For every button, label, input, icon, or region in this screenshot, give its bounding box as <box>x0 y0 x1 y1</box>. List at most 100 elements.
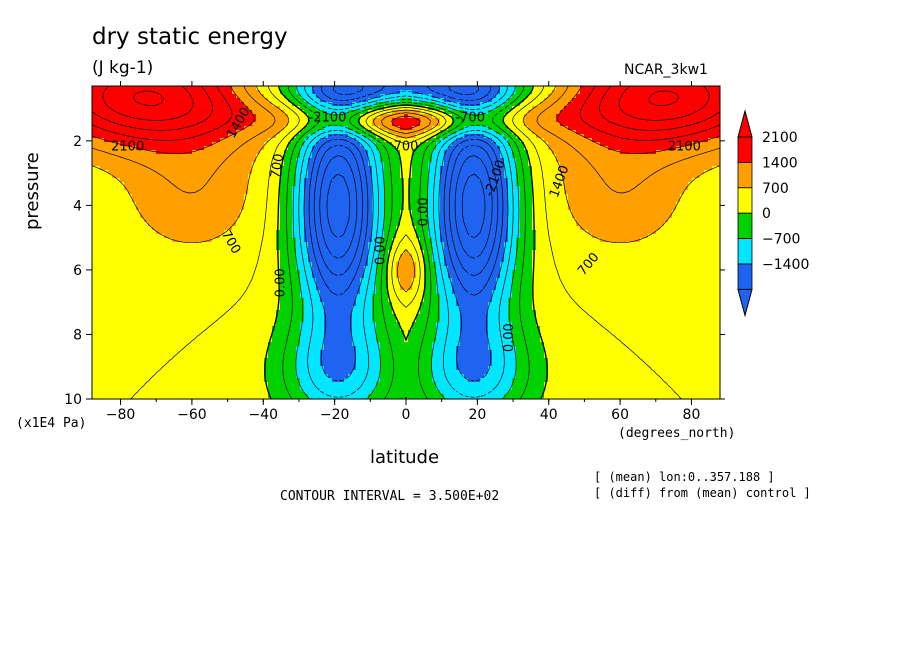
field-cell <box>160 386 165 391</box>
field-cell <box>140 250 145 255</box>
field-cell <box>268 342 273 347</box>
field-cell <box>132 278 137 283</box>
field-cell <box>196 286 201 291</box>
field-cell <box>164 238 169 243</box>
field-cell <box>304 214 309 219</box>
field-cell <box>260 374 265 379</box>
field-cell <box>116 166 121 171</box>
field-cell <box>176 214 181 219</box>
field-cell <box>224 306 229 311</box>
field-cell <box>240 142 245 147</box>
field-cell <box>124 246 129 251</box>
field-cell <box>132 298 137 303</box>
field-cell <box>100 274 105 279</box>
field-cell <box>108 138 113 143</box>
field-cell <box>188 382 193 387</box>
field-cell <box>232 390 237 395</box>
field-cell <box>328 122 333 127</box>
field-cell <box>160 366 165 371</box>
field-cell <box>268 246 273 251</box>
field-cell <box>316 194 321 199</box>
field-cell <box>148 346 153 351</box>
field-cell <box>240 86 245 91</box>
field-cell <box>316 386 321 391</box>
field-cell <box>136 270 141 275</box>
field-cell <box>176 362 181 367</box>
field-cell <box>120 302 125 307</box>
field-cell <box>256 254 261 259</box>
field-cell <box>92 346 97 351</box>
field-cell <box>96 170 101 175</box>
field-cell <box>224 118 229 123</box>
field-cell <box>272 334 277 339</box>
field-cell <box>264 210 269 215</box>
field-cell <box>100 306 105 311</box>
field-cell <box>168 186 173 191</box>
field-cell <box>312 158 317 163</box>
field-cell <box>328 282 333 287</box>
field-cell <box>128 98 133 103</box>
field-cell <box>216 294 221 299</box>
field-cell <box>340 166 345 171</box>
field-cell <box>240 158 245 163</box>
field-cell <box>180 106 185 111</box>
field-cell <box>204 342 209 347</box>
field-cell <box>220 306 225 311</box>
field-cell <box>252 370 257 375</box>
field-cell <box>280 270 285 275</box>
field-cell <box>224 266 229 271</box>
field-cell <box>160 258 165 263</box>
field-cell <box>156 226 161 231</box>
field-cell <box>232 162 237 167</box>
field-cell <box>228 114 233 119</box>
field-cell <box>112 122 117 127</box>
field-cell <box>260 162 265 167</box>
field-cell <box>252 154 257 159</box>
field-cell <box>288 122 293 127</box>
field-cell <box>216 382 221 387</box>
field-cell <box>132 306 137 311</box>
field-cell <box>160 166 165 171</box>
field-cell <box>196 306 201 311</box>
field-cell <box>196 250 201 255</box>
field-cell <box>96 230 101 235</box>
field-cell <box>172 302 177 307</box>
field-cell <box>120 250 125 255</box>
field-cell <box>164 114 169 119</box>
field-cell <box>280 386 285 391</box>
field-cell <box>256 374 261 379</box>
field-cell <box>340 142 345 147</box>
field-cell <box>168 362 173 367</box>
field-cell <box>276 318 281 323</box>
field-cell <box>252 86 257 91</box>
field-cell <box>124 102 129 107</box>
field-cell <box>292 166 297 171</box>
field-cell <box>312 154 317 159</box>
field-cell <box>180 210 185 215</box>
field-cell <box>300 126 305 131</box>
field-cell <box>300 210 305 215</box>
field-cell <box>112 342 117 347</box>
field-cell <box>196 238 201 243</box>
field-cell <box>308 170 313 175</box>
field-cell <box>100 186 105 191</box>
field-cell <box>304 350 309 355</box>
field-cell <box>232 174 237 179</box>
field-cell <box>124 218 129 223</box>
field-cell <box>172 178 177 183</box>
field-cell <box>212 190 217 195</box>
field-cell <box>208 146 213 151</box>
field-cell <box>160 146 165 151</box>
field-cell <box>112 166 117 171</box>
field-cell <box>240 262 245 267</box>
field-cell <box>280 338 285 343</box>
field-cell <box>124 310 129 315</box>
field-cell <box>140 138 145 143</box>
field-cell <box>184 166 189 171</box>
field-cell <box>320 110 325 115</box>
field-cell <box>328 342 333 347</box>
field-cell <box>256 206 261 211</box>
field-cell <box>176 178 181 183</box>
field-cell <box>260 290 265 295</box>
field-cell <box>296 166 301 171</box>
